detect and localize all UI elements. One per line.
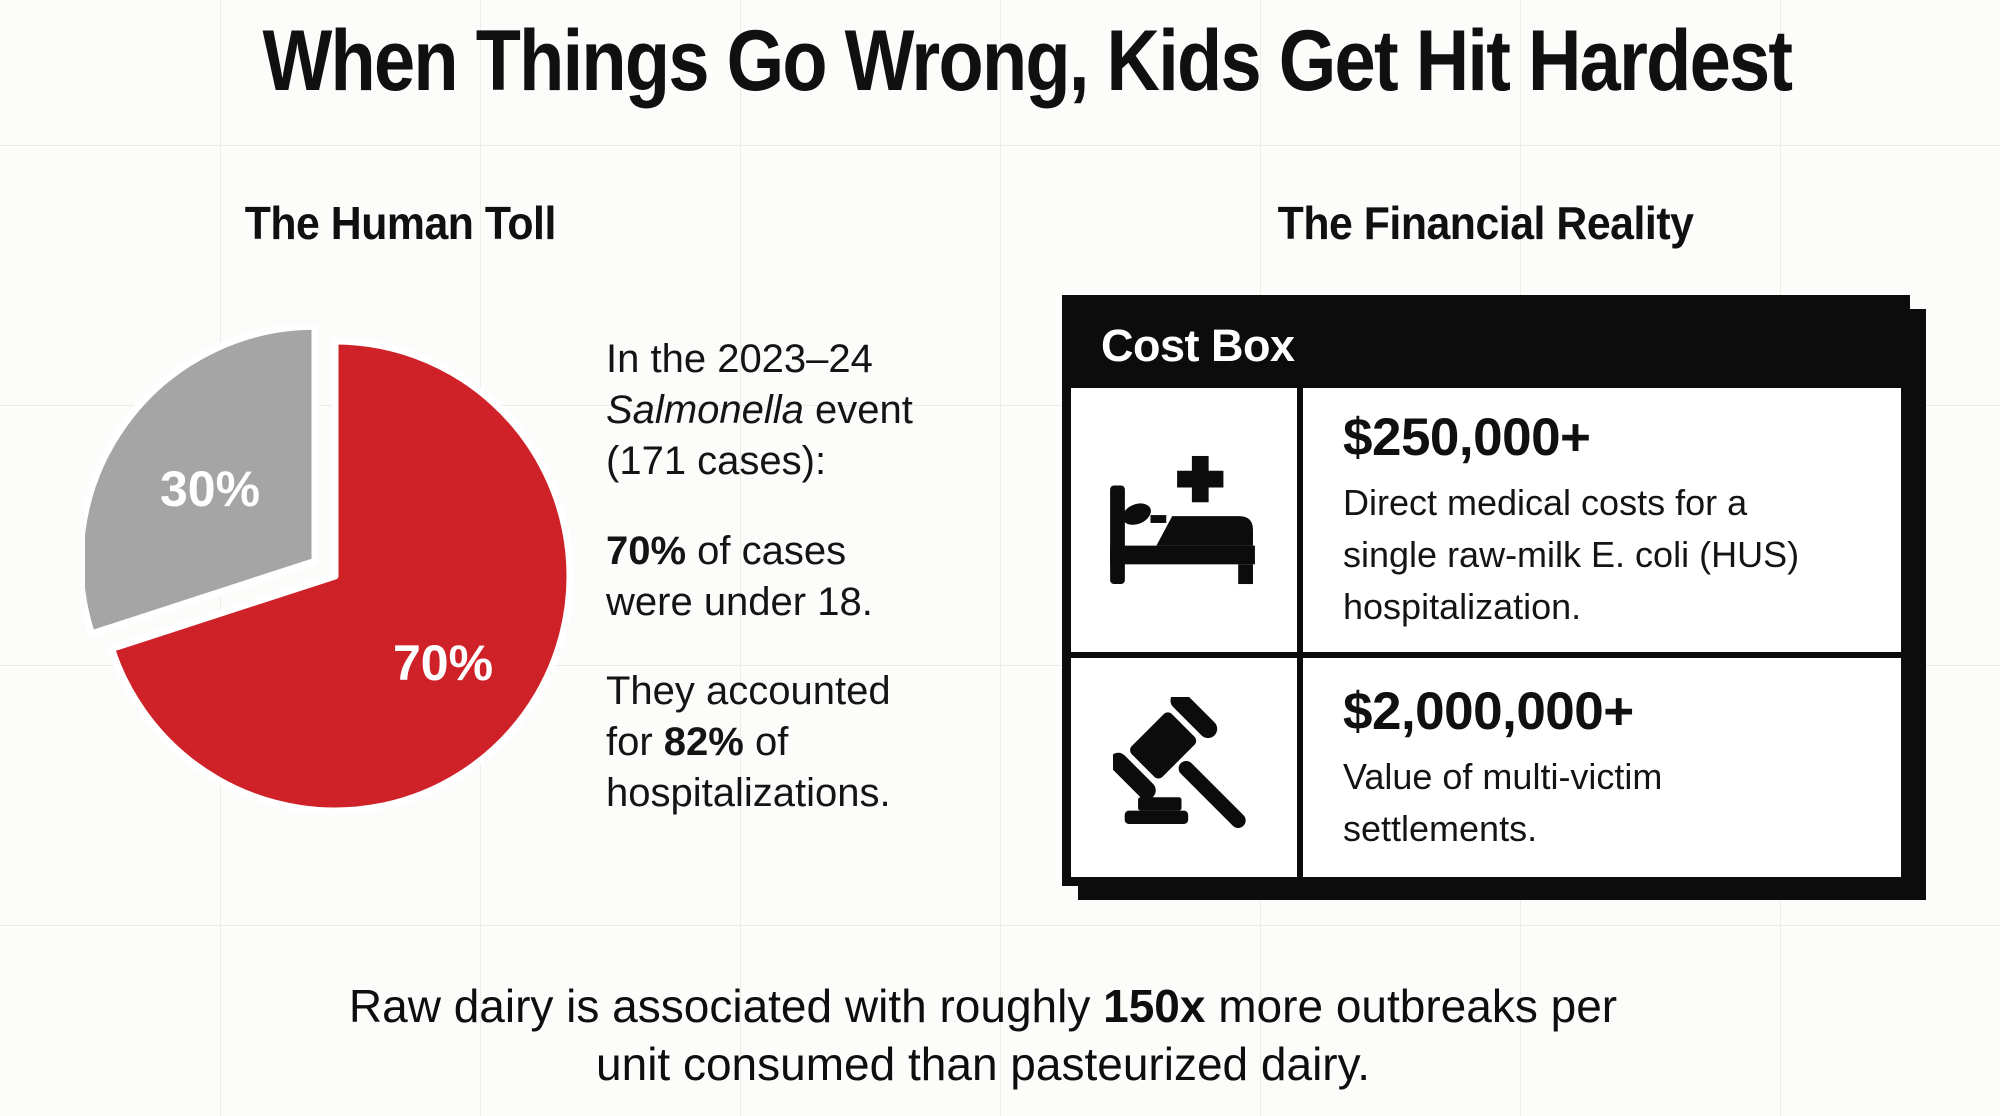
- page-title-text: When Things Go Wrong, Kids Get Hit Harde…: [262, 13, 1794, 109]
- medical-cost-amount: $250,000+: [1343, 408, 1591, 468]
- gavel-icon: [1113, 696, 1246, 828]
- hospital-bed-icon: [1110, 455, 1255, 584]
- human-toll-heading: The Human Toll: [244, 197, 556, 249]
- note-stat-hospitalizations: They accounted for 82% of hospitalizatio…: [606, 668, 891, 816]
- pie-label-70: 70%: [393, 635, 493, 691]
- salmonella-italic: Salmonella: [606, 388, 804, 433]
- footer-claim: Raw dairy is associated with roughly 150…: [348, 980, 1618, 1090]
- cost-box-header: Cost Box: [1071, 304, 1901, 388]
- cost-box-row-medical: $250,000+ Direct medical costs for a sin…: [1071, 388, 1901, 652]
- pie-chart: 30% 70%: [76, 322, 585, 826]
- medical-cost-text: $250,000+ Direct medical costs for a sin…: [1303, 388, 1901, 652]
- page-title: When Things Go Wrong, Kids Get Hit Harde…: [27, 14, 2000, 109]
- pie-chart-svg: 30% 70%: [76, 322, 574, 815]
- footer-claim-bold: 150x: [1103, 980, 1206, 1032]
- medical-icon-cell: [1071, 388, 1303, 652]
- human-toll-note: In the 2023–24 Salmonella event (171 cas…: [606, 334, 928, 858]
- financial-reality-heading: The Financial Reality: [1278, 197, 1694, 249]
- pie-label-30: 30%: [160, 461, 260, 517]
- note-intro: In the 2023–24 Salmonella event (171 cas…: [606, 337, 913, 484]
- note-stat-cases: 70% of cases were under 18.: [606, 528, 873, 624]
- legal-cost-amount: $2,000,000+: [1343, 681, 1634, 741]
- legal-icon-cell: [1071, 658, 1303, 877]
- cost-box-row-legal: $2,000,000+ Value of multi-victim settle…: [1071, 652, 1901, 877]
- legal-cost-description: Value of multi-victim settlements.: [1343, 755, 1663, 849]
- legal-cost-text: $2,000,000+ Value of multi-victim settle…: [1303, 658, 1901, 877]
- cost-box: Cost Box $250,000+ Direct medi: [1062, 295, 1910, 886]
- medical-cost-description: Direct medical costs for a single raw-mi…: [1343, 482, 1800, 627]
- pie-slice-70: [108, 337, 574, 815]
